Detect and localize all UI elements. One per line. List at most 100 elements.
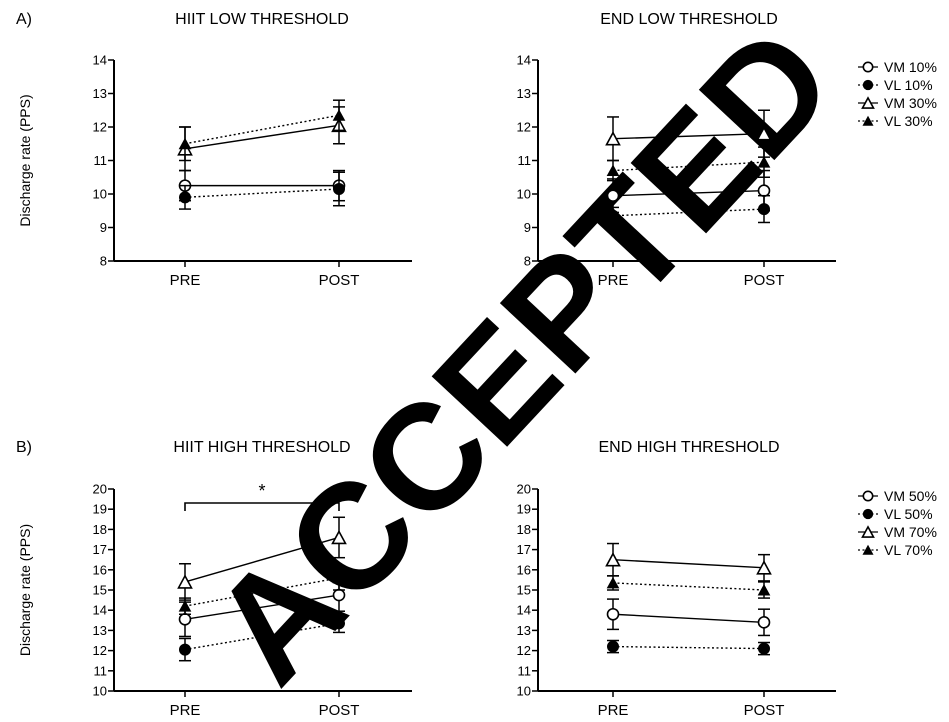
legend-marker [862, 490, 874, 502]
series-vm-50- [606, 598, 771, 637]
y-tick-label: 19 [517, 502, 531, 517]
significance-bracket [184, 502, 340, 511]
y-tick-label: 13 [93, 623, 107, 638]
series-vl-70- [606, 575, 771, 599]
data-point [757, 156, 771, 168]
y-axis-label: Discharge rate (PPS) [17, 524, 33, 656]
legend-label: VL 50% [884, 506, 933, 522]
chart-title: END HIGH THRESHOLD [598, 439, 779, 456]
y-tick-label: 8 [524, 254, 531, 269]
legend-label: VM 50% [884, 488, 937, 504]
y-tick-label: 11 [94, 663, 108, 678]
data-point [178, 137, 192, 150]
data-point [178, 600, 192, 612]
y-tick-label: 16 [517, 562, 531, 577]
series-line [612, 559, 765, 569]
series-line [184, 536, 340, 583]
y-tick-label: 10 [93, 187, 107, 202]
chart-panel-1: HIIT LOW THRESHOLD A) Discharge rate (PPS)… [16, 11, 412, 289]
y-tick-label: 17 [93, 542, 107, 557]
y-tick-label: 17 [517, 542, 531, 557]
legend-label: VM 10% [884, 59, 937, 75]
y-tick-label: 8 [100, 254, 107, 269]
y-tick-label: 16 [93, 562, 107, 577]
series-vm-70- [605, 542, 772, 582]
chart-panel-2: END LOW THRESHOLD 8 9 10 11 12 13 14 PRE POST VM 1… [517, 11, 937, 289]
y-tick-label: 13 [517, 86, 531, 101]
data-point [332, 588, 346, 602]
x-tick-label: PRE [170, 702, 201, 719]
legend-marker [862, 61, 874, 73]
y-axis-label: Discharge rate (PPS) [17, 94, 33, 226]
data-point [606, 607, 620, 621]
significance-marker: * [258, 481, 265, 501]
chart-panel-4: END HIGH THRESHOLD 10 11 12 13 14 15 16 17 18 19 20… [517, 439, 937, 719]
legend-marker [861, 525, 875, 538]
x-tick-label: POST [744, 702, 785, 719]
y-tick-label: 18 [93, 522, 107, 537]
y-tick-label: 10 [517, 187, 531, 202]
legend-label: VL 70% [884, 542, 933, 558]
data-point [756, 560, 772, 575]
y-tick-label: 14 [517, 53, 531, 68]
panel-label: B) [16, 439, 32, 456]
series-vm-10- [606, 169, 771, 214]
series-vl-10- [607, 194, 770, 225]
x-tick-label: POST [744, 272, 785, 289]
series-line [184, 577, 340, 607]
x-tick-label: PRE [170, 272, 201, 289]
y-tick-label: 13 [93, 86, 107, 101]
data-point [331, 529, 347, 545]
legend-marker [862, 79, 874, 91]
y-tick-label: 18 [517, 522, 531, 537]
y-tick-label: 11 [94, 153, 108, 168]
series-line [184, 188, 340, 199]
series-line [184, 594, 340, 620]
y-tick-label: 19 [93, 502, 107, 517]
data-point [605, 131, 621, 146]
data-point [605, 552, 621, 567]
panels: HIIT LOW THRESHOLD A) Discharge rate (PPS)… [16, 11, 937, 719]
series-vl-30- [178, 99, 346, 162]
legend-marker [862, 508, 874, 520]
legend-label: VM 70% [884, 524, 937, 540]
data-point [333, 182, 345, 195]
series-vm-30- [177, 106, 347, 172]
x-tick-label: PRE [598, 702, 629, 719]
series-line [612, 133, 765, 140]
series-line [612, 189, 765, 197]
data-point [178, 612, 192, 626]
x-tick-label: PRE [598, 272, 629, 289]
series-vm-70- [177, 516, 347, 601]
y-tick-label: 9 [524, 220, 531, 235]
chart-title: HIIT LOW THRESHOLD [175, 11, 349, 28]
data-point [756, 126, 772, 141]
series-vl-10- [179, 171, 345, 210]
y-tick-label: 20 [93, 482, 107, 497]
y-tick-label: 14 [93, 603, 107, 618]
chart-title: END LOW THRESHOLD [600, 11, 778, 28]
panel-label: A) [16, 11, 32, 28]
x-tick-label: POST [319, 702, 360, 719]
legend-marker [862, 115, 874, 126]
y-tick-label: 14 [517, 603, 531, 618]
data-point [332, 109, 346, 121]
y-tick-label: 20 [517, 482, 531, 497]
data-point [179, 191, 191, 204]
legend-marker [862, 544, 874, 555]
y-tick-label: 12 [93, 120, 107, 135]
data-point [179, 643, 191, 656]
data-point [607, 209, 619, 222]
data-point [758, 642, 770, 655]
series-vl-70- [178, 565, 346, 615]
y-tick-label: 15 [517, 583, 531, 598]
y-tick-label: 11 [518, 663, 532, 678]
x-tick-label: POST [319, 272, 360, 289]
data-point [333, 617, 345, 630]
y-tick-label: 12 [517, 120, 531, 135]
y-tick-label: 12 [517, 643, 531, 658]
chart-panel-3: HIIT HIGH THRESHOLD B) Discharge rate (PPS… [16, 439, 412, 719]
series-vl-50- [179, 613, 345, 662]
series-line [184, 622, 340, 651]
